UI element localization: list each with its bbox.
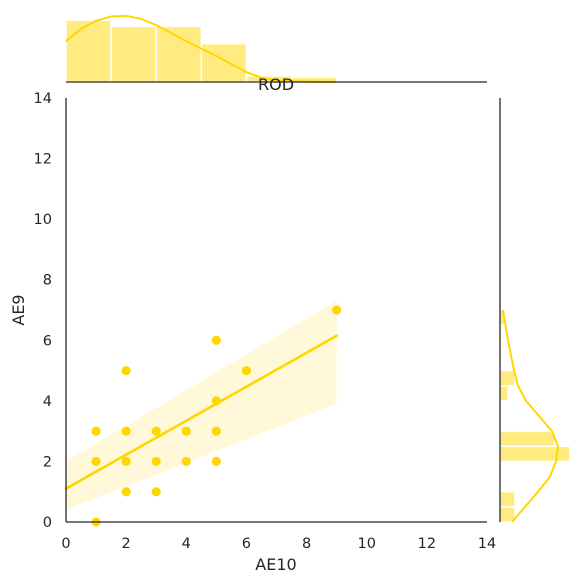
x-tick-label: 12 <box>418 536 436 552</box>
y-axis-label: AE9 <box>9 294 28 325</box>
scatter-point <box>121 487 131 497</box>
y-tick-label: 4 <box>43 394 52 410</box>
regression-line <box>64 334 338 490</box>
y-tick-label: 14 <box>34 91 52 107</box>
axes <box>65 98 487 523</box>
scatter-point <box>91 426 101 436</box>
marginal-x-bar <box>155 25 203 83</box>
x-tick-label: 14 <box>478 536 496 552</box>
marginal-x-histogram <box>65 14 487 83</box>
marginal-y-histogram <box>499 98 571 523</box>
scatter-point <box>151 426 161 436</box>
x-tick-label: 0 <box>61 536 70 552</box>
scatter-point <box>181 426 191 436</box>
scatter-point <box>91 456 101 467</box>
y-tick-label: 0 <box>43 515 52 531</box>
scatter-point <box>151 456 161 467</box>
scatter-point <box>121 426 131 436</box>
marginal-x-bar <box>110 25 157 83</box>
chart-title: ROD <box>258 75 294 94</box>
marginal-y-bar <box>499 369 516 387</box>
x-tick-label: 4 <box>182 536 191 552</box>
scatter-point <box>181 456 191 467</box>
regression-ci-band <box>66 300 337 510</box>
x-tick-label: 2 <box>122 536 131 552</box>
y-tick-label: 10 <box>34 212 52 228</box>
marginal-y-kde <box>502 309 560 523</box>
marginal-x-kde <box>65 14 337 83</box>
regression-ci-band-layer <box>66 300 337 510</box>
y-tick-label: 6 <box>43 333 52 349</box>
x-tick-label: 6 <box>242 536 251 552</box>
x-tick-label: 10 <box>357 536 375 552</box>
scatter-point <box>241 365 252 376</box>
scatter-point <box>211 456 221 467</box>
marginal-x-bar <box>65 19 112 83</box>
marginal-y-bar <box>499 430 556 448</box>
scatter-point <box>211 426 221 436</box>
marginal-x-bar <box>200 42 248 83</box>
tick-labels: 0 2 4 6 8 10 12 14 0 2 4 6 8 10 12 14 <box>34 91 497 552</box>
y-tick-label: 2 <box>43 454 52 470</box>
marginal-y-bar <box>499 490 516 508</box>
y-tick-label: 8 <box>43 273 52 289</box>
x-axis-label: AE10 <box>255 555 296 574</box>
y-tick-label: 12 <box>34 152 52 168</box>
x-tick-label: 8 <box>302 536 311 552</box>
marginal-y-bar <box>499 384 509 402</box>
regression-line-layer <box>64 334 338 490</box>
scatter-point <box>211 335 221 345</box>
scatter-point <box>151 487 161 497</box>
scatter-point <box>121 365 131 376</box>
scatter-point <box>121 456 131 467</box>
scatter-point <box>332 305 342 315</box>
marginal-y-bar <box>499 445 571 463</box>
